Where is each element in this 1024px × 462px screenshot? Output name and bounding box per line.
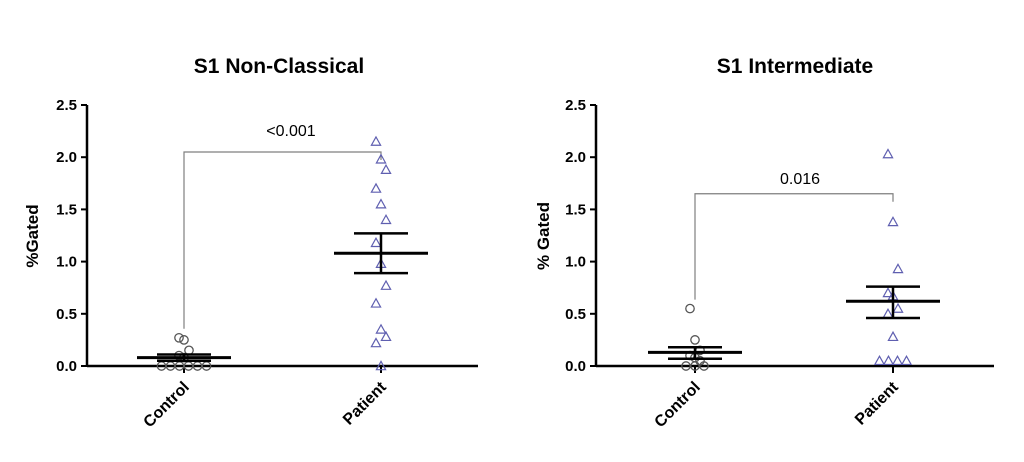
y-tick-label: 0.5 bbox=[56, 306, 77, 323]
chart-panel-intermediate: S1 Intermediate % Gated 0.0 0.5 1.0 1.5 2.0 2.5… bbox=[534, 55, 994, 431]
y-tick-label: 1.5 bbox=[565, 201, 586, 218]
data-point-patient bbox=[375, 153, 387, 164]
y-axis-label: % Gated bbox=[534, 202, 553, 270]
chart-title: S1 Non-Classical bbox=[194, 55, 364, 78]
data-point-patient bbox=[375, 198, 387, 209]
y-tick-label: 0.0 bbox=[56, 358, 77, 375]
data-point-patient bbox=[887, 330, 899, 342]
data-point-patient bbox=[882, 148, 894, 159]
y-tick-label: 2.0 bbox=[565, 149, 586, 166]
significance-bracket bbox=[183, 151, 382, 329]
data-point-patient bbox=[370, 135, 382, 146]
y-axis-label: %Gated bbox=[23, 204, 42, 267]
x-category-label: Patient bbox=[852, 378, 902, 428]
data-point-patient bbox=[873, 354, 886, 366]
data-point-patient bbox=[370, 337, 382, 348]
y-tick-label: 1.0 bbox=[56, 254, 77, 271]
x-category-label: Control bbox=[141, 379, 193, 431]
data-point-patient bbox=[892, 263, 904, 274]
data-point-patient bbox=[370, 236, 382, 248]
data-point-control bbox=[685, 303, 695, 314]
data-point-patient bbox=[370, 297, 382, 308]
data-point-control bbox=[699, 361, 709, 371]
x-category-label: Patient bbox=[340, 378, 390, 428]
data-point-patient bbox=[380, 214, 392, 225]
y-tick-label: 0.5 bbox=[565, 306, 586, 323]
data-point-patient bbox=[380, 330, 392, 342]
data-point-patient bbox=[380, 163, 392, 175]
chart-title: S1 Intermediate bbox=[717, 55, 873, 78]
data-point-patient bbox=[882, 307, 894, 319]
y-tick-label: 1.0 bbox=[565, 254, 586, 271]
data-point-patient bbox=[882, 354, 895, 366]
y-tick-label: 2.5 bbox=[56, 97, 77, 114]
data-point-patient bbox=[900, 354, 913, 366]
y-tick-label: 1.5 bbox=[56, 201, 77, 218]
data-point-patient bbox=[375, 360, 387, 371]
data-point-patient bbox=[891, 354, 904, 366]
data-point-patient bbox=[375, 323, 387, 334]
p-value-label: 0.016 bbox=[780, 171, 820, 188]
data-point-control bbox=[690, 335, 700, 345]
y-tick-label: 2.0 bbox=[56, 149, 77, 166]
data-point-control bbox=[174, 332, 184, 343]
y-tick-label: 2.5 bbox=[565, 97, 586, 114]
data-point-control bbox=[179, 335, 189, 345]
data-point-patient bbox=[370, 182, 382, 193]
data-point-patient bbox=[887, 216, 899, 227]
y-tick-label: 0.0 bbox=[565, 358, 586, 375]
x-category-label: Control bbox=[652, 379, 704, 431]
data-point-patient bbox=[882, 287, 894, 298]
significance-bracket bbox=[694, 193, 894, 300]
chart-panel-non-classical: S1 Non-Classical %Gated 0.0 0.5 1.0 1.5 2.0 2.5… bbox=[23, 55, 478, 431]
p-value-label: <0.001 bbox=[266, 123, 315, 140]
data-point-patient bbox=[380, 279, 392, 290]
data-point-patient bbox=[892, 302, 904, 313]
